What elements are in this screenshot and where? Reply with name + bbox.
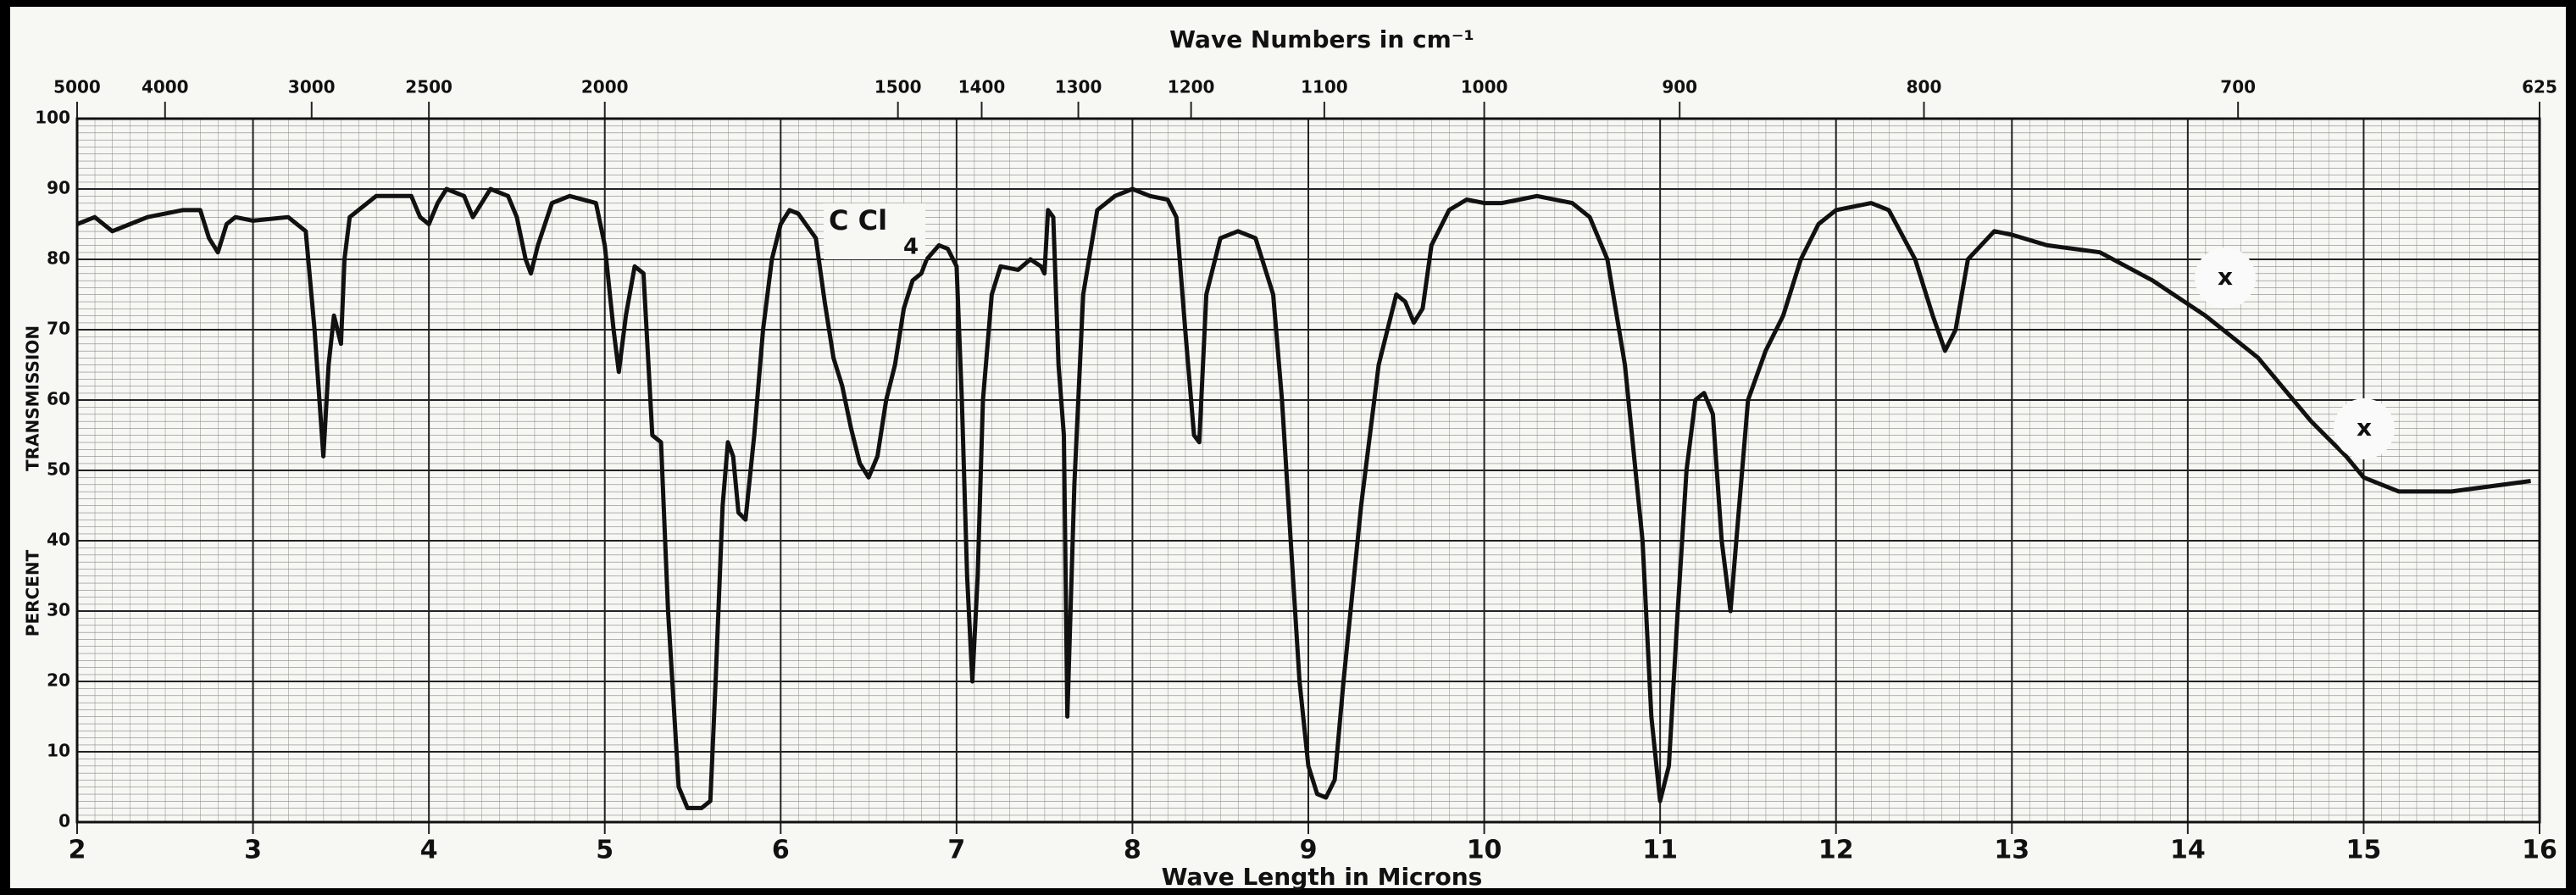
x-tick-label: 9	[1300, 836, 1318, 865]
y-tick-label: 20	[47, 670, 70, 691]
x-axis-title: Wave Length in Microns	[1162, 863, 1483, 891]
x-tick-label: 13	[1994, 836, 2029, 865]
x-tick-label: 15	[2346, 836, 2382, 865]
top-tick-label: 2000	[581, 77, 629, 97]
x-tick-label: 6	[772, 836, 790, 865]
x-tick-label: 2	[69, 836, 86, 865]
plot-frame	[75, 117, 2541, 824]
x-tick-label: 10	[1467, 836, 1502, 865]
top-tick-label: 1000	[1461, 77, 1508, 97]
top-tick-label: 900	[1662, 77, 1697, 97]
y-tick-label: 50	[47, 459, 70, 480]
y-tick-label: 0	[58, 811, 70, 831]
x-tick-label: 11	[1642, 836, 1678, 865]
annotation: C Cl	[829, 204, 887, 236]
x-tick-label: 8	[1124, 836, 1141, 865]
x-tick-label: 14	[2170, 836, 2206, 865]
spectrum-line	[76, 186, 2531, 810]
x-tick-label: 5	[596, 836, 613, 865]
annotation: x	[2218, 263, 2233, 291]
x-tick-label: 4	[420, 836, 438, 865]
top-tick-label: 1500	[874, 77, 922, 97]
y-axis-title: PERCENT	[23, 549, 43, 637]
y-tick-label: 70	[47, 319, 70, 339]
y-tick-label: 10	[47, 741, 70, 761]
x-tick-label: 3	[244, 836, 262, 865]
annotation-circle	[2334, 398, 2395, 459]
y-tick-label: 100	[35, 108, 70, 128]
annotation: x	[2357, 414, 2372, 442]
x-tick-label: 16	[2522, 836, 2557, 865]
y-tick-label: 30	[47, 600, 70, 620]
top-axis-title: Wave Numbers in cm⁻¹	[1169, 25, 1474, 53]
top-tick-label: 1100	[1301, 77, 1348, 97]
y-tick-label: 90	[47, 178, 70, 198]
top-tick-label: 1400	[958, 77, 1006, 97]
top-tick-label: 1300	[1055, 77, 1102, 97]
x-tick-label: 7	[947, 836, 965, 865]
annotation-bg	[824, 203, 925, 259]
x-tick-label: 12	[1818, 836, 1854, 865]
y-tick-label: 40	[47, 530, 70, 550]
top-tick-label: 5000	[53, 77, 101, 97]
top-tick-label: 1200	[1168, 77, 1215, 97]
top-tick-label: 4000	[142, 77, 189, 97]
y-tick-label: 60	[47, 389, 70, 409]
y-tick-label: 80	[47, 248, 70, 269]
y-axis-title: TRANSMISSION	[23, 325, 43, 471]
top-tick-label: 3000	[288, 77, 336, 97]
top-tick-label: 800	[1907, 77, 1942, 97]
annotation: 4	[903, 235, 919, 260]
top-tick-label: 700	[2220, 77, 2256, 97]
top-tick-label: 2500	[405, 77, 452, 97]
top-tick-label: 625	[2522, 77, 2557, 97]
annotation-circle	[2195, 247, 2256, 309]
